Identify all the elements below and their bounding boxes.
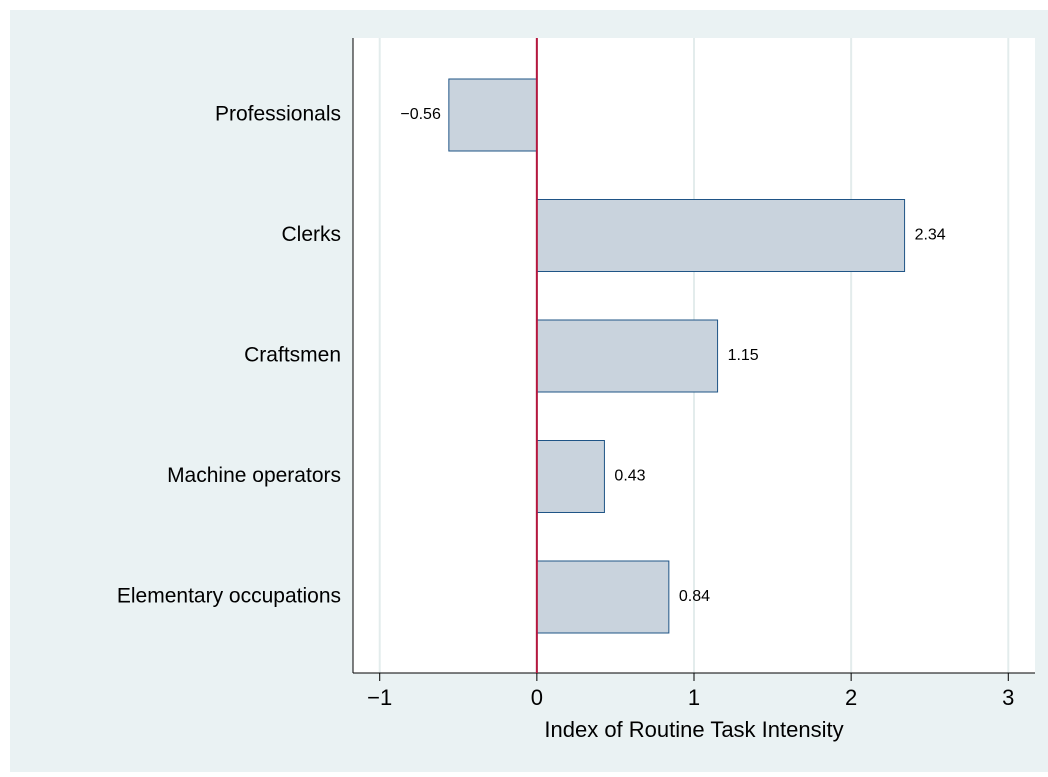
x-tick-label: 0 (531, 685, 543, 710)
x-tick-label: 3 (1002, 685, 1014, 710)
y-tick-label: Machine operators (167, 464, 341, 487)
value-label: 2.34 (915, 227, 946, 244)
y-tick-label: Clerks (281, 223, 341, 246)
y-tick-label: Elementary occupations (117, 585, 341, 608)
bar (536, 440, 605, 513)
y-tick-label: Professionals (215, 103, 341, 126)
bar (536, 199, 906, 272)
x-tick-label: 1 (688, 685, 700, 710)
value-label: 0.84 (679, 588, 710, 605)
bar (448, 78, 538, 152)
value-label: 1.15 (728, 347, 759, 364)
y-tick-label: Craftsmen (244, 344, 341, 367)
x-tick-label: 2 (845, 685, 857, 710)
x-axis-title: Index of Routine Task Intensity (544, 717, 843, 742)
x-tick-label: −1 (367, 685, 392, 710)
value-label: 0.43 (614, 468, 645, 485)
bar (536, 319, 719, 393)
bar (536, 560, 670, 634)
value-label: −0.56 (400, 106, 441, 123)
